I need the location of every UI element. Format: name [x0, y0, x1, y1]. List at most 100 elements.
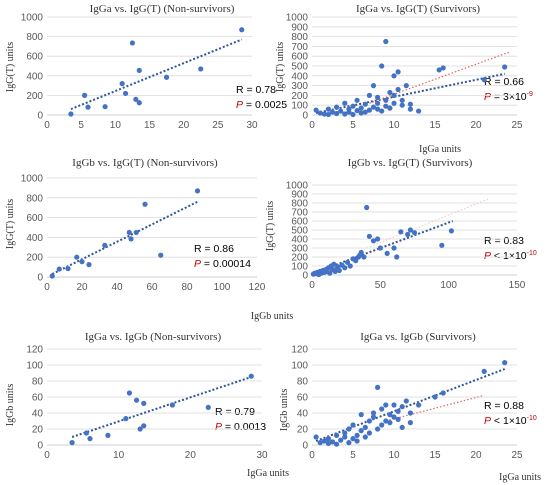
data-point	[391, 92, 397, 98]
y-tick-label: 1000	[21, 13, 44, 24]
data-point	[346, 109, 352, 115]
trendline	[315, 72, 505, 115]
data-point	[403, 398, 409, 404]
x-tick-label: 0	[44, 120, 50, 131]
data-point	[344, 259, 351, 265]
data-point	[126, 390, 133, 396]
panel-iggb-vs-iggt-non-survivors: IgGb vs. IgG(T) (Non-survivors) IgG(T) u…	[5, 157, 293, 322]
data-point	[383, 97, 389, 103]
data-point	[325, 440, 331, 446]
data-point	[81, 92, 88, 98]
x-tick-label: 60	[146, 282, 158, 293]
y-tick-label: 1000	[286, 181, 309, 192]
data-point	[248, 373, 254, 379]
data-point	[85, 104, 91, 110]
data-point	[133, 96, 139, 102]
y-axis-label: IgG(T) units	[5, 199, 16, 249]
x-axis-label: IgGa units	[247, 468, 289, 479]
x-tick-label: 15	[144, 120, 156, 131]
data-point	[407, 410, 413, 416]
x-tick-label: 0	[309, 450, 315, 461]
x-tick-label: 150	[509, 280, 526, 291]
x-tick-label: 10	[113, 450, 125, 461]
y-tick-label: 200	[291, 253, 308, 264]
data-point	[387, 89, 393, 96]
data-point	[105, 432, 111, 438]
data-point	[346, 426, 352, 432]
y-tick-label: 40	[32, 409, 44, 420]
data-point	[361, 254, 367, 260]
y-tick-label: 60	[297, 393, 309, 404]
data-point	[370, 410, 377, 416]
data-point	[362, 434, 368, 440]
data-point	[502, 360, 508, 366]
panel-iggb-vs-iggt-survivors: IgGb vs. IgG(T) (Survivors) IgG(T) units…	[265, 157, 537, 291]
chart-title: IgGa vs. IgGb (Survivors)	[360, 331, 476, 343]
data-point	[407, 227, 413, 233]
data-point	[321, 438, 327, 444]
y-tick-label: 900	[291, 190, 308, 201]
x-tick-label: 0	[44, 450, 50, 461]
chart-title: IgGa vs. IgGb (Non-survivors)	[85, 331, 222, 343]
data-point	[126, 229, 132, 236]
data-point	[370, 238, 377, 244]
data-point	[411, 230, 418, 236]
data-point	[119, 81, 125, 87]
data-point	[362, 424, 368, 430]
trendline	[51, 200, 198, 275]
data-point	[141, 423, 147, 429]
chart-title: IgGb vs. IgG(T) (Survivors)	[348, 157, 473, 169]
data-point	[346, 440, 352, 446]
trendline	[70, 38, 243, 111]
data-point	[122, 90, 129, 97]
data-point	[439, 242, 445, 248]
data-point	[399, 424, 405, 430]
y-tick-label: 0	[37, 111, 43, 122]
panel-igga-vs-iggt-survivors: IgGa vs. IgG(T) (Survivors) IgG(T) units…	[275, 3, 533, 155]
data-point	[366, 107, 372, 113]
data-point	[366, 233, 372, 239]
trendline	[315, 368, 506, 442]
data-point	[416, 108, 422, 114]
y-tick-label: 600	[291, 52, 308, 63]
data-point	[123, 416, 129, 422]
y-tick-label: 120	[291, 345, 308, 356]
data-point	[354, 432, 360, 438]
trendline	[313, 220, 454, 275]
data-point	[370, 104, 377, 110]
data-point	[334, 110, 340, 117]
x-tick-label: 25	[511, 450, 523, 461]
data-point	[391, 100, 397, 106]
data-point	[313, 434, 319, 440]
data-point	[74, 254, 80, 260]
r-annotation: R = 0.88	[484, 400, 524, 412]
chart-title: IgGa vs. IgG(T) (Survivors)	[356, 3, 480, 15]
x-tick-label: 15	[429, 120, 441, 131]
data-point	[133, 397, 140, 403]
data-point	[384, 250, 390, 256]
x-tick-label: 25	[511, 120, 523, 131]
y-tick-label: 400	[291, 71, 308, 82]
panel-igga-vs-iggt-non-survivors: IgGa vs. IgG(T) (Non-survivors) IgG(T) u…	[5, 3, 287, 131]
x-tick-label: 5	[350, 450, 356, 461]
y-tick-label: 0	[302, 441, 308, 452]
y-tick-label: 20	[297, 425, 309, 436]
data-point	[317, 110, 323, 116]
y-tick-label: 600	[26, 52, 43, 63]
data-point	[399, 102, 405, 108]
y-tick-label: 400	[26, 71, 43, 82]
data-point	[205, 404, 211, 410]
data-point	[387, 420, 393, 426]
data-point	[136, 100, 142, 106]
y-tick-label: 500	[291, 62, 308, 73]
data-point	[338, 437, 344, 443]
data-point	[56, 266, 62, 272]
data-point	[83, 430, 90, 436]
data-point	[399, 97, 405, 103]
data-point	[362, 101, 368, 107]
data-point	[379, 406, 385, 412]
data-point	[391, 245, 397, 251]
x-tick-label: 15	[429, 450, 441, 461]
y-tick-label: 400	[291, 235, 308, 246]
data-point	[375, 94, 381, 100]
